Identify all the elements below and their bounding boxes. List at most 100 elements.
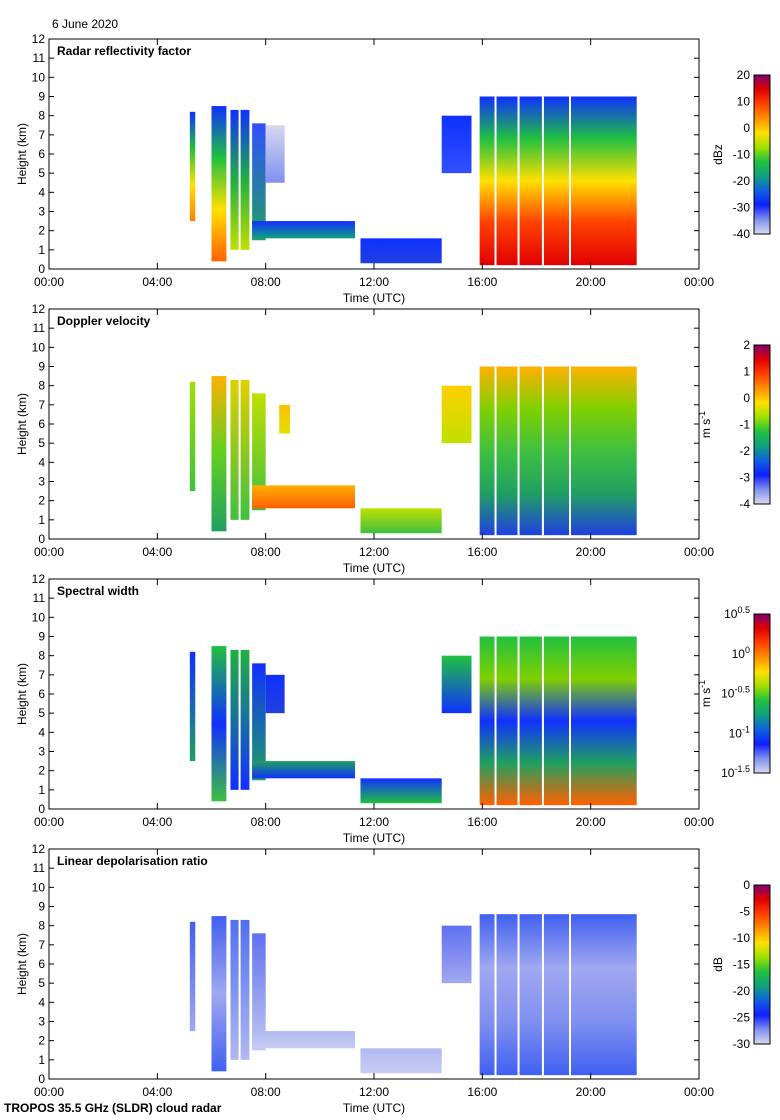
x-tick-label: 04:00 (142, 815, 172, 829)
data-gap (517, 632, 520, 809)
y-tick-label: 7 (38, 668, 45, 682)
x-tick-label: 12:00 (359, 1085, 389, 1099)
unit-main: m s (699, 688, 713, 707)
y-tick-label: 10 (32, 340, 46, 354)
x-tick-label: 00:00 (34, 275, 64, 289)
y-tick-label: 3 (38, 205, 45, 219)
data-gap (517, 362, 520, 539)
colorbar-tick-label: 10 (737, 95, 751, 109)
echo-region (189, 111, 196, 222)
colorbar (753, 613, 771, 774)
y-tick-label: 7 (38, 128, 45, 142)
data-gap (226, 644, 229, 809)
data-gap (226, 104, 229, 270)
y-tick-label: 1 (38, 513, 45, 527)
colorbar-tick-label: 10-1.5 (721, 764, 750, 780)
y-tick-label: 12 (32, 842, 46, 856)
echo-region (265, 125, 285, 183)
panel-title: Linear depolarisation ratio (57, 854, 208, 868)
echo-region (252, 663, 266, 781)
echo-region (360, 508, 442, 534)
x-tick-label: 00:00 (34, 545, 64, 559)
colorbar-tick-label: 10-1 (729, 724, 750, 740)
y-tick-label: 6 (38, 147, 45, 161)
data-gap (494, 362, 497, 539)
colorbar-tick-label: 0 (743, 391, 750, 405)
x-tick-label: 20:00 (576, 815, 606, 829)
y-tick-label: 11 (33, 591, 46, 605)
x-tick-label: 16:00 (467, 815, 497, 829)
colorbar-tick-label: -4 (739, 497, 750, 511)
tick-exponent: -0.5 (734, 685, 750, 695)
data-gap (226, 374, 229, 539)
x-tick-label: 00:00 (684, 545, 714, 559)
unit-exponent: -1 (697, 680, 707, 688)
echo-region (252, 393, 266, 511)
y-tick-label: 9 (38, 900, 45, 914)
y-tick-label: 5 (38, 706, 45, 720)
echo-region (252, 1031, 356, 1049)
colorbar-tick-label: -20 (733, 984, 751, 998)
x-tick-label: 00:00 (34, 1085, 64, 1099)
y-tick-label: 6 (38, 687, 45, 701)
tick-exponent: 0.5 (737, 605, 750, 615)
y-tick-label: 5 (38, 166, 45, 180)
colorbar-tick-label: -20 (733, 174, 751, 188)
x-tick-label: 20:00 (576, 1085, 606, 1099)
y-tick-label: 0 (38, 1072, 45, 1086)
y-tick-label: 9 (38, 90, 45, 104)
colorbar-tick-label: 100.5 (724, 605, 750, 621)
colorbar (753, 884, 771, 1045)
colorbar-tick-label: 10-0.5 (721, 685, 750, 701)
y-tick-label: 5 (38, 436, 45, 450)
x-tick-label: 20:00 (576, 545, 606, 559)
x-tick-label: 08:00 (251, 545, 281, 559)
colorbar-tick-label: -30 (733, 201, 751, 215)
x-tick-label: 12:00 (359, 545, 389, 559)
x-tick-label: 00:00 (34, 815, 64, 829)
y-tick-label: 1 (38, 1053, 45, 1067)
x-axis-label: Time (UTC) (343, 831, 405, 845)
colorbar-tick-label: 1 (743, 365, 750, 379)
x-tick-label: 12:00 (359, 815, 389, 829)
echo-region (252, 933, 266, 1051)
y-tick-label: 0 (38, 262, 45, 276)
x-axis-label: Time (UTC) (343, 291, 405, 305)
y-axis-label: Height (km) (15, 933, 29, 995)
x-tick-label: 00:00 (684, 1085, 714, 1099)
data-gap (569, 632, 571, 809)
y-tick-label: 11 (33, 321, 46, 335)
y-tick-label: 4 (38, 725, 45, 739)
echo-region (189, 921, 196, 1032)
echo-region (360, 778, 442, 804)
colorbar-tick-label: -30 (733, 1037, 751, 1051)
x-tick-label: 04:00 (142, 545, 172, 559)
echo-region (189, 651, 196, 762)
y-tick-label: 4 (38, 185, 45, 199)
panel-title: Spectral width (57, 584, 139, 598)
colorbar (753, 344, 771, 505)
data-gap (569, 362, 571, 539)
y-tick-label: 8 (38, 379, 45, 393)
echo-region (360, 1048, 442, 1074)
y-tick-label: 7 (38, 398, 45, 412)
echo-region (252, 485, 356, 509)
x-axis-label: Time (UTC) (343, 561, 405, 575)
y-tick-label: 8 (38, 649, 45, 663)
y-tick-label: 4 (38, 455, 45, 469)
x-axis-label: Time (UTC) (343, 1101, 405, 1115)
tick-base: 10 (724, 607, 738, 621)
colorbar-label: m s-1 (697, 411, 713, 438)
unit-exponent: -1 (697, 411, 707, 419)
y-tick-label: 11 (33, 861, 46, 875)
y-tick-label: 1 (38, 243, 45, 257)
data-gap (226, 914, 229, 1079)
x-tick-label: 08:00 (251, 275, 281, 289)
x-tick-label: 04:00 (142, 275, 172, 289)
echo-region (189, 381, 196, 492)
y-tick-label: 2 (38, 494, 45, 508)
colorbar-label: dB (711, 957, 725, 972)
echo-region (252, 761, 356, 779)
